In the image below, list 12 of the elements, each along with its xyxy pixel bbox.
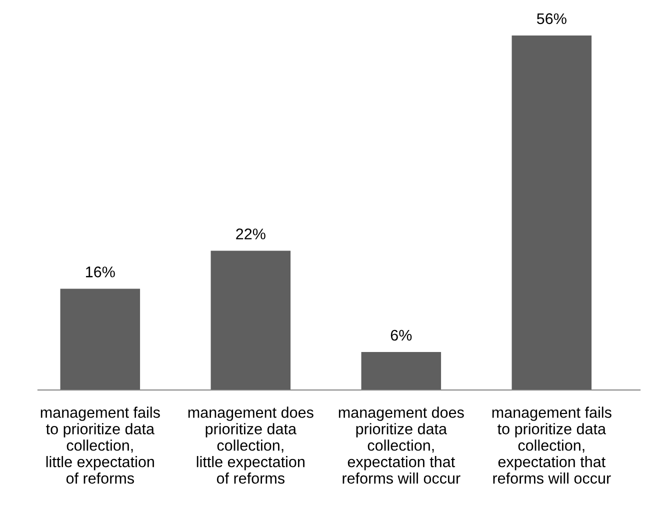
data-label: 56% [536, 13, 566, 24]
x-tick-label: management fails to prioritize data collection, expectation that reforms will occur [492, 406, 612, 484]
bar [210, 250, 291, 390]
x-tick-label: management does prioritize data collection, expectation that reforms will occur [338, 406, 464, 484]
data-label: 16% [86, 266, 115, 278]
bar [512, 35, 592, 390]
bar [60, 288, 140, 390]
x-tick-label: management does prioritize data collection, little expectation of reforms [188, 406, 314, 484]
data-label: 22% [236, 228, 266, 240]
bar [361, 352, 442, 390]
x-tick-label: management fails to prioritize data collection, little expectation of reforms [40, 406, 160, 484]
data-label: 6% [390, 330, 412, 341]
